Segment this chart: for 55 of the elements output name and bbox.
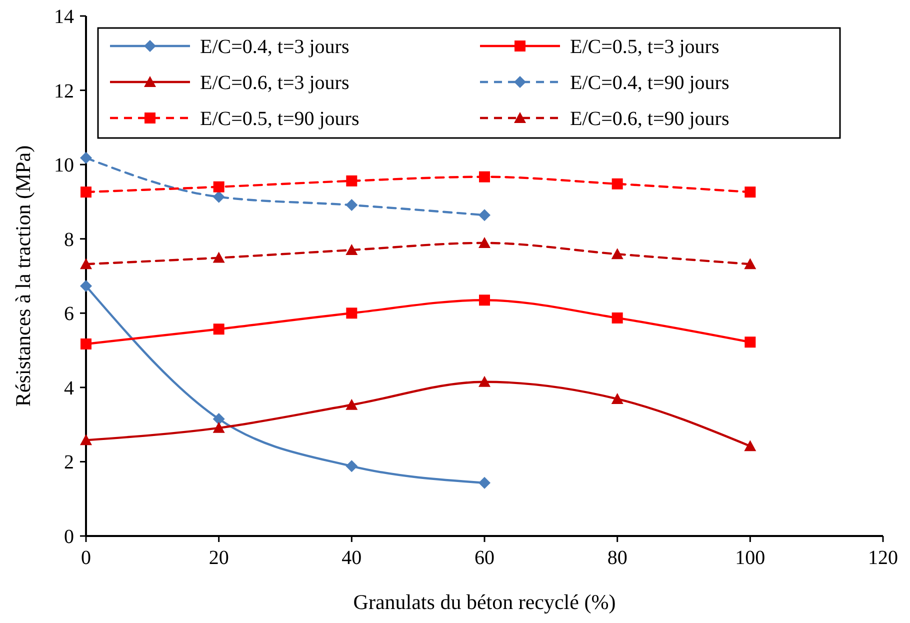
point (612, 312, 623, 324)
y-tick-label: 6 (64, 303, 74, 326)
point (478, 209, 490, 222)
y-tick-label: 2 (64, 452, 74, 474)
point (212, 252, 225, 263)
point (212, 422, 225, 433)
point (744, 258, 756, 270)
point (80, 152, 92, 164)
point (80, 280, 92, 292)
x-tick-label: 40 (342, 547, 362, 569)
point (212, 413, 225, 425)
legend-label: E/C=0.5, t=90 jours (200, 108, 360, 130)
x-tick-label: 60 (474, 547, 494, 569)
point (744, 440, 756, 452)
x-tick-label: 120 (868, 547, 898, 569)
point (80, 434, 92, 446)
point (612, 178, 623, 190)
point (213, 324, 224, 335)
legend-label: E/C=0.6, t=3 jours (200, 72, 350, 94)
point (346, 398, 358, 410)
point (478, 236, 490, 248)
y-tick-label: 10 (54, 154, 74, 177)
point (744, 186, 756, 198)
point (212, 190, 225, 203)
point (479, 171, 490, 182)
point (80, 258, 92, 270)
point (80, 186, 92, 198)
legend-label: E/C=0.4, t=90 jours (570, 72, 730, 94)
x-tick-label: 80 (607, 547, 628, 569)
legend-label: E/C=0.4, t=3 jours (200, 36, 350, 58)
point (346, 460, 358, 472)
legend-label: E/C=0.5, t=3 jours (570, 36, 720, 58)
point (611, 248, 624, 260)
point (346, 199, 358, 212)
legend-label: E/C=0.6, t=90 jours (570, 108, 730, 130)
point (346, 244, 358, 255)
x-axis-title: Granulats du béton recyclé (%) (353, 590, 616, 614)
y-tick-label: 14 (54, 6, 74, 28)
point (80, 338, 92, 350)
y-axis-title: Résistances à la traction (MPa) (11, 145, 35, 407)
y-tick-label: 8 (64, 228, 74, 251)
point (346, 308, 358, 319)
point (611, 392, 624, 404)
point (744, 336, 756, 348)
x-tick-label: 20 (208, 547, 229, 569)
point (478, 476, 490, 489)
point (478, 376, 490, 387)
point (213, 181, 224, 192)
y-tick-label: 0 (64, 526, 74, 548)
point (479, 294, 490, 306)
y-tick-label: 4 (64, 377, 74, 400)
y-tick-label: 12 (54, 80, 74, 102)
point (346, 175, 358, 186)
x-tick-label: 100 (735, 547, 766, 569)
x-tick-label: 0 (81, 547, 91, 569)
